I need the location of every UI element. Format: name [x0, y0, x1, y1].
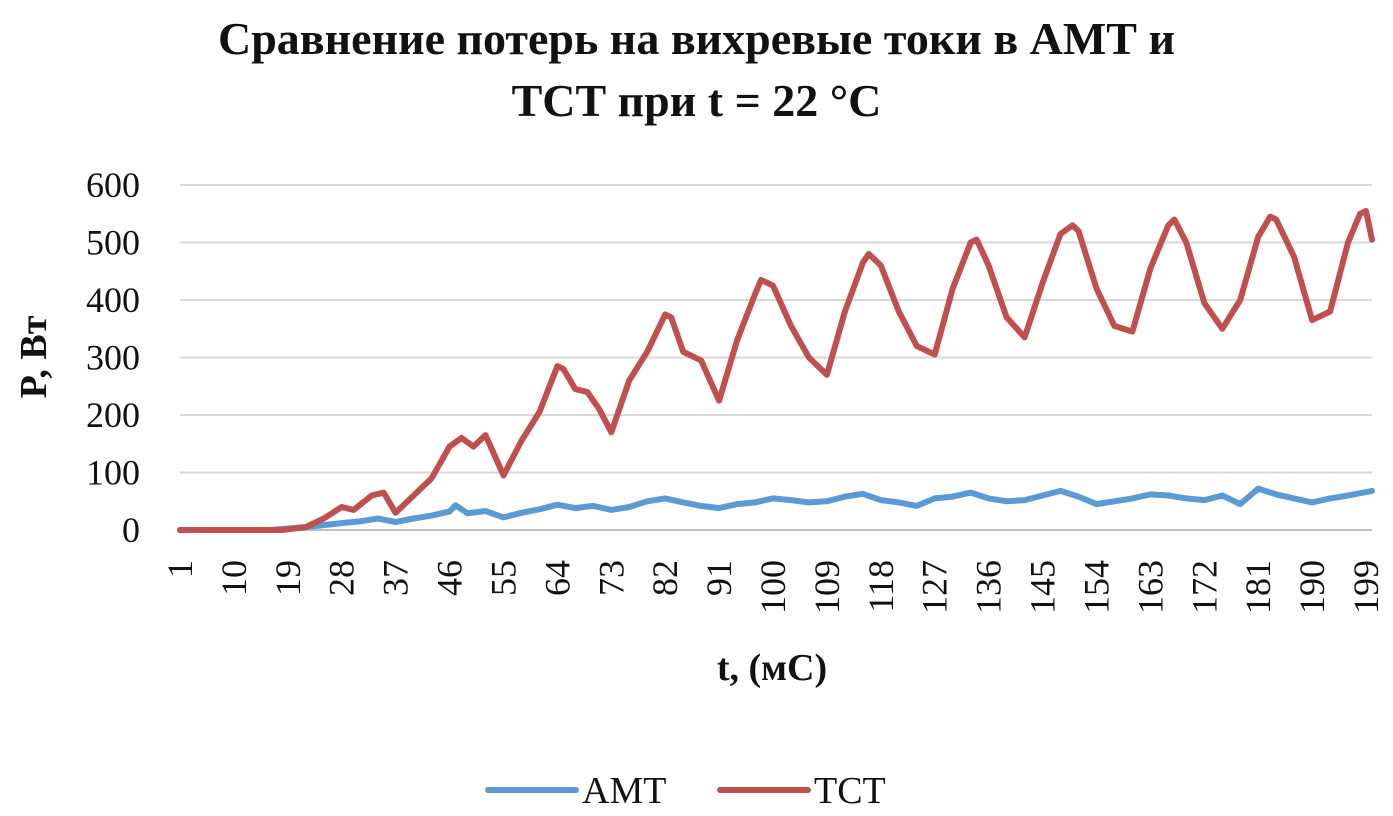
y-tick-label: 500 [86, 223, 140, 263]
x-tick-label: 1 [160, 560, 200, 578]
x-tick-label: 28 [322, 560, 362, 596]
x-axis-ticks: 1 10 19 28 37 46 55 64 73 82 91 100 109 118 127 136 145 1… [160, 560, 1386, 614]
legend: АМТ ТСТ [485, 770, 886, 812]
y-tick-label: 600 [86, 165, 140, 205]
x-tick-label: 199 [1346, 560, 1386, 614]
x-tick-label: 163 [1130, 560, 1170, 614]
legend-label-2: ТСТ [814, 770, 886, 812]
x-tick-label: 10 [214, 560, 254, 596]
x-tick-label: 127 [915, 560, 955, 614]
x-tick-label: 82 [645, 560, 685, 596]
x-tick-label: 145 [1023, 560, 1063, 614]
x-tick-label: 109 [807, 560, 847, 614]
y-tick-label: 200 [86, 395, 140, 435]
x-tick-label: 136 [969, 560, 1009, 614]
y-tick-label: 400 [86, 280, 140, 320]
y-tick-label: 0 [122, 510, 140, 550]
x-tick-label: 100 [753, 560, 793, 614]
y-axis-ticks: 0 100 200 300 400 500 600 [86, 165, 140, 550]
y-tick-label: 300 [86, 338, 140, 378]
chart-title-line-2: ТСТ при t = 22 °С [511, 75, 882, 126]
x-tick-label: 64 [537, 560, 577, 596]
gridlines [180, 184, 1372, 531]
series-lines [177, 207, 1375, 533]
x-tick-label: 73 [591, 560, 631, 596]
y-tick-label: 100 [86, 453, 140, 493]
x-tick-label: 37 [376, 560, 416, 596]
x-tick-label: 154 [1076, 560, 1116, 614]
x-tick-label: 19 [268, 560, 308, 596]
series-line-1 [177, 485, 1375, 533]
x-axis-title: t, (мС) [717, 647, 827, 689]
x-tick-label: 181 [1238, 560, 1278, 614]
chart-title-line-1: Сравнение потерь на вихревые токи в АМТ … [218, 13, 1175, 64]
x-tick-label: 55 [483, 560, 523, 596]
x-tick-label: 172 [1184, 560, 1224, 614]
y-axis-title: P, Вт [13, 315, 55, 398]
chart-title: Сравнение потерь на вихревые токи в АМТ … [0, 8, 1393, 132]
legend-label-1: АМТ [582, 770, 666, 812]
x-tick-label: 46 [430, 560, 470, 596]
series-line-2 [177, 207, 1375, 533]
x-tick-label: 190 [1292, 560, 1332, 614]
x-tick-label: 118 [861, 560, 901, 613]
x-tick-label: 91 [699, 560, 739, 596]
